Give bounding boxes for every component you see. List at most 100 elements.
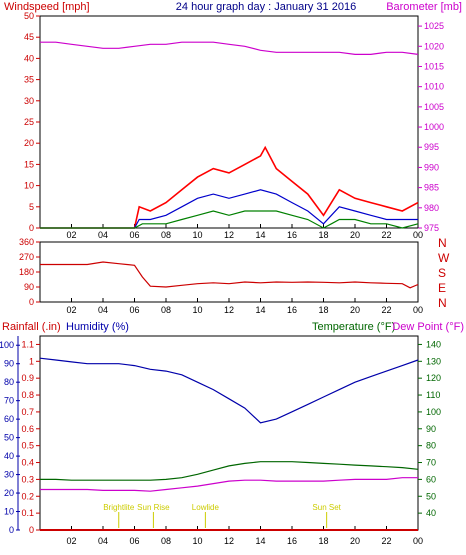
y-tick-label-dir-0: 0 bbox=[29, 297, 34, 307]
y-tick-label-temp-5: 90 bbox=[426, 424, 436, 434]
y-tick-label-dir-4: 360 bbox=[19, 237, 34, 247]
y-tick-label-wind-7: 35 bbox=[24, 75, 34, 85]
y-tick-label-rain-11: 1.1 bbox=[21, 339, 34, 349]
humidity-label: Humidity (%) bbox=[66, 321, 129, 333]
y-tick-label-hum-3: 30 bbox=[4, 470, 14, 480]
dewpoint-label: Dew Point (°F) bbox=[392, 321, 464, 333]
y-tick-label-temp-7: 110 bbox=[426, 390, 440, 400]
y-tick-label-wind-2: 10 bbox=[24, 181, 34, 191]
y-tick-label-rain-9: 0.9 bbox=[21, 373, 34, 383]
y-tick-label-rain-10: 1 bbox=[29, 356, 34, 366]
y-tick-label-hum-7: 70 bbox=[4, 396, 14, 406]
wind-direction-plot-area bbox=[39, 241, 419, 303]
x-tick-label-3-9: 20 bbox=[350, 536, 360, 546]
series-layer bbox=[39, 41, 419, 531]
y-tick-label-baro-1: 980 bbox=[424, 203, 439, 213]
annotation-label-3: Sun Set bbox=[312, 503, 341, 512]
x-tick-label-1-3: 08 bbox=[161, 230, 171, 240]
y-tick-label-hum-4: 40 bbox=[4, 451, 14, 461]
humidity-temp-series-0 bbox=[39, 357, 419, 424]
annotation-label-0: Brightlite bbox=[103, 503, 135, 512]
y-tick-label-wind-8: 40 bbox=[24, 53, 34, 63]
wind-direction-series-0 bbox=[40, 261, 419, 289]
x-tick-label-1-10: 22 bbox=[381, 230, 391, 240]
y-tick-label-baro-7: 1010 bbox=[424, 82, 444, 92]
annotation-label-1: Sun Rise bbox=[137, 503, 170, 512]
compass-label-2: S bbox=[438, 266, 446, 280]
humidity-temp-series-2 bbox=[40, 477, 418, 492]
y-tick-label-rain-1: 0.1 bbox=[21, 508, 34, 518]
y-tick-label-rain-0: 0 bbox=[29, 525, 34, 535]
y-tick-label-hum-1: 10 bbox=[4, 507, 14, 517]
x-tick-label-3-8: 18 bbox=[318, 536, 328, 546]
x-tick-label-3-1: 04 bbox=[98, 536, 108, 546]
y-tick-label-dir-3: 270 bbox=[19, 252, 34, 262]
y-tick-label-baro-8: 1015 bbox=[424, 61, 444, 71]
x-tick-label-3-10: 22 bbox=[381, 536, 391, 546]
y-tick-label-temp-0: 40 bbox=[426, 508, 436, 518]
temperature-label: Temperature (°F) bbox=[312, 321, 395, 333]
y-tick-label-wind-0: 0 bbox=[29, 223, 34, 233]
y-tick-label-rain-2: 0.2 bbox=[21, 491, 34, 501]
wind-baro-series-2 bbox=[40, 189, 418, 229]
wind-baro-series-3 bbox=[40, 210, 419, 229]
x-tick-label-2-5: 12 bbox=[224, 305, 234, 315]
y-tick-label-hum-9: 90 bbox=[4, 359, 14, 369]
y-tick-label-rain-6: 0.6 bbox=[21, 424, 34, 434]
y-tick-label-temp-6: 100 bbox=[426, 407, 441, 417]
y-tick-label-dir-2: 180 bbox=[19, 267, 34, 277]
y-tick-label-hum-5: 50 bbox=[4, 433, 14, 443]
windspeed-label: Windspeed [mph] bbox=[4, 1, 90, 13]
x-tick-label-3-11: 00 bbox=[413, 536, 423, 546]
annotation-layer: Brightlite Sun Rise Lowlide Sun Set bbox=[103, 503, 342, 528]
y-tick-label-temp-8: 120 bbox=[426, 373, 441, 383]
y-tick-label-baro-4: 995 bbox=[424, 142, 439, 152]
x-tick-label-1-4: 10 bbox=[192, 230, 202, 240]
y-tick-label-rain-3: 0.3 bbox=[21, 474, 34, 484]
y-tick-label-baro-9: 1020 bbox=[424, 41, 444, 51]
x-tick-label-3-5: 12 bbox=[224, 536, 234, 546]
y-tick-label-temp-1: 50 bbox=[426, 491, 436, 501]
x-tick-label-2-9: 20 bbox=[350, 305, 360, 315]
y-tick-label-baro-5: 1000 bbox=[424, 122, 444, 132]
x-tick-label-2-0: 02 bbox=[66, 305, 76, 315]
y-tick-label-dir-1: 90 bbox=[24, 282, 34, 292]
y-tick-label-wind-3: 15 bbox=[24, 159, 34, 169]
y-tick-label-temp-4: 80 bbox=[426, 441, 436, 451]
x-tick-label-1-1: 04 bbox=[98, 230, 108, 240]
y-tick-label-rain-7: 0.7 bbox=[21, 407, 34, 417]
x-tick-label-2-6: 14 bbox=[255, 305, 265, 315]
y-tick-label-wind-10: 50 bbox=[24, 11, 34, 21]
x-tick-label-3-3: 08 bbox=[161, 536, 171, 546]
wind-baro-series-0 bbox=[40, 41, 419, 56]
compass-label-0: N bbox=[438, 236, 447, 250]
y-tick-label-baro-3: 990 bbox=[424, 162, 439, 172]
barometer-label: Barometer [mb] bbox=[386, 1, 462, 13]
x-tick-label-1-7: 16 bbox=[287, 230, 297, 240]
x-tick-label-3-6: 14 bbox=[255, 536, 265, 546]
x-tick-label-1-5: 12 bbox=[224, 230, 234, 240]
x-tick-label-2-3: 08 bbox=[161, 305, 171, 315]
y-tick-label-baro-6: 1005 bbox=[424, 102, 444, 112]
y-tick-label-hum-10: 100 bbox=[0, 340, 14, 350]
compass-label-4: N bbox=[438, 296, 447, 310]
x-tick-label-3-2: 06 bbox=[129, 536, 139, 546]
y-tick-label-baro-2: 985 bbox=[424, 183, 439, 193]
x-tick-label-3-4: 10 bbox=[192, 536, 202, 546]
x-tick-label-3-0: 02 bbox=[66, 536, 76, 546]
x-tick-label-2-2: 06 bbox=[129, 305, 139, 315]
y-tick-label-wind-1: 5 bbox=[29, 202, 34, 212]
x-tick-label-1-0: 02 bbox=[66, 230, 76, 240]
graph-title: 24 hour graph day : January 31 2016 bbox=[176, 1, 356, 13]
compass-label-1: W bbox=[438, 251, 450, 265]
y-tick-label-baro-0: 975 bbox=[424, 223, 439, 233]
y-tick-label-hum-6: 60 bbox=[4, 414, 14, 424]
y-tick-label-wind-4: 20 bbox=[24, 138, 34, 148]
humidity-temp-series-1 bbox=[40, 461, 419, 481]
x-tick-label-3-7: 16 bbox=[287, 536, 297, 546]
wind-baro-series-1 bbox=[40, 145, 419, 229]
y-tick-label-rain-4: 0.4 bbox=[21, 458, 34, 468]
x-tick-label-2-4: 10 bbox=[192, 305, 202, 315]
compass-label-3: E bbox=[438, 281, 446, 295]
